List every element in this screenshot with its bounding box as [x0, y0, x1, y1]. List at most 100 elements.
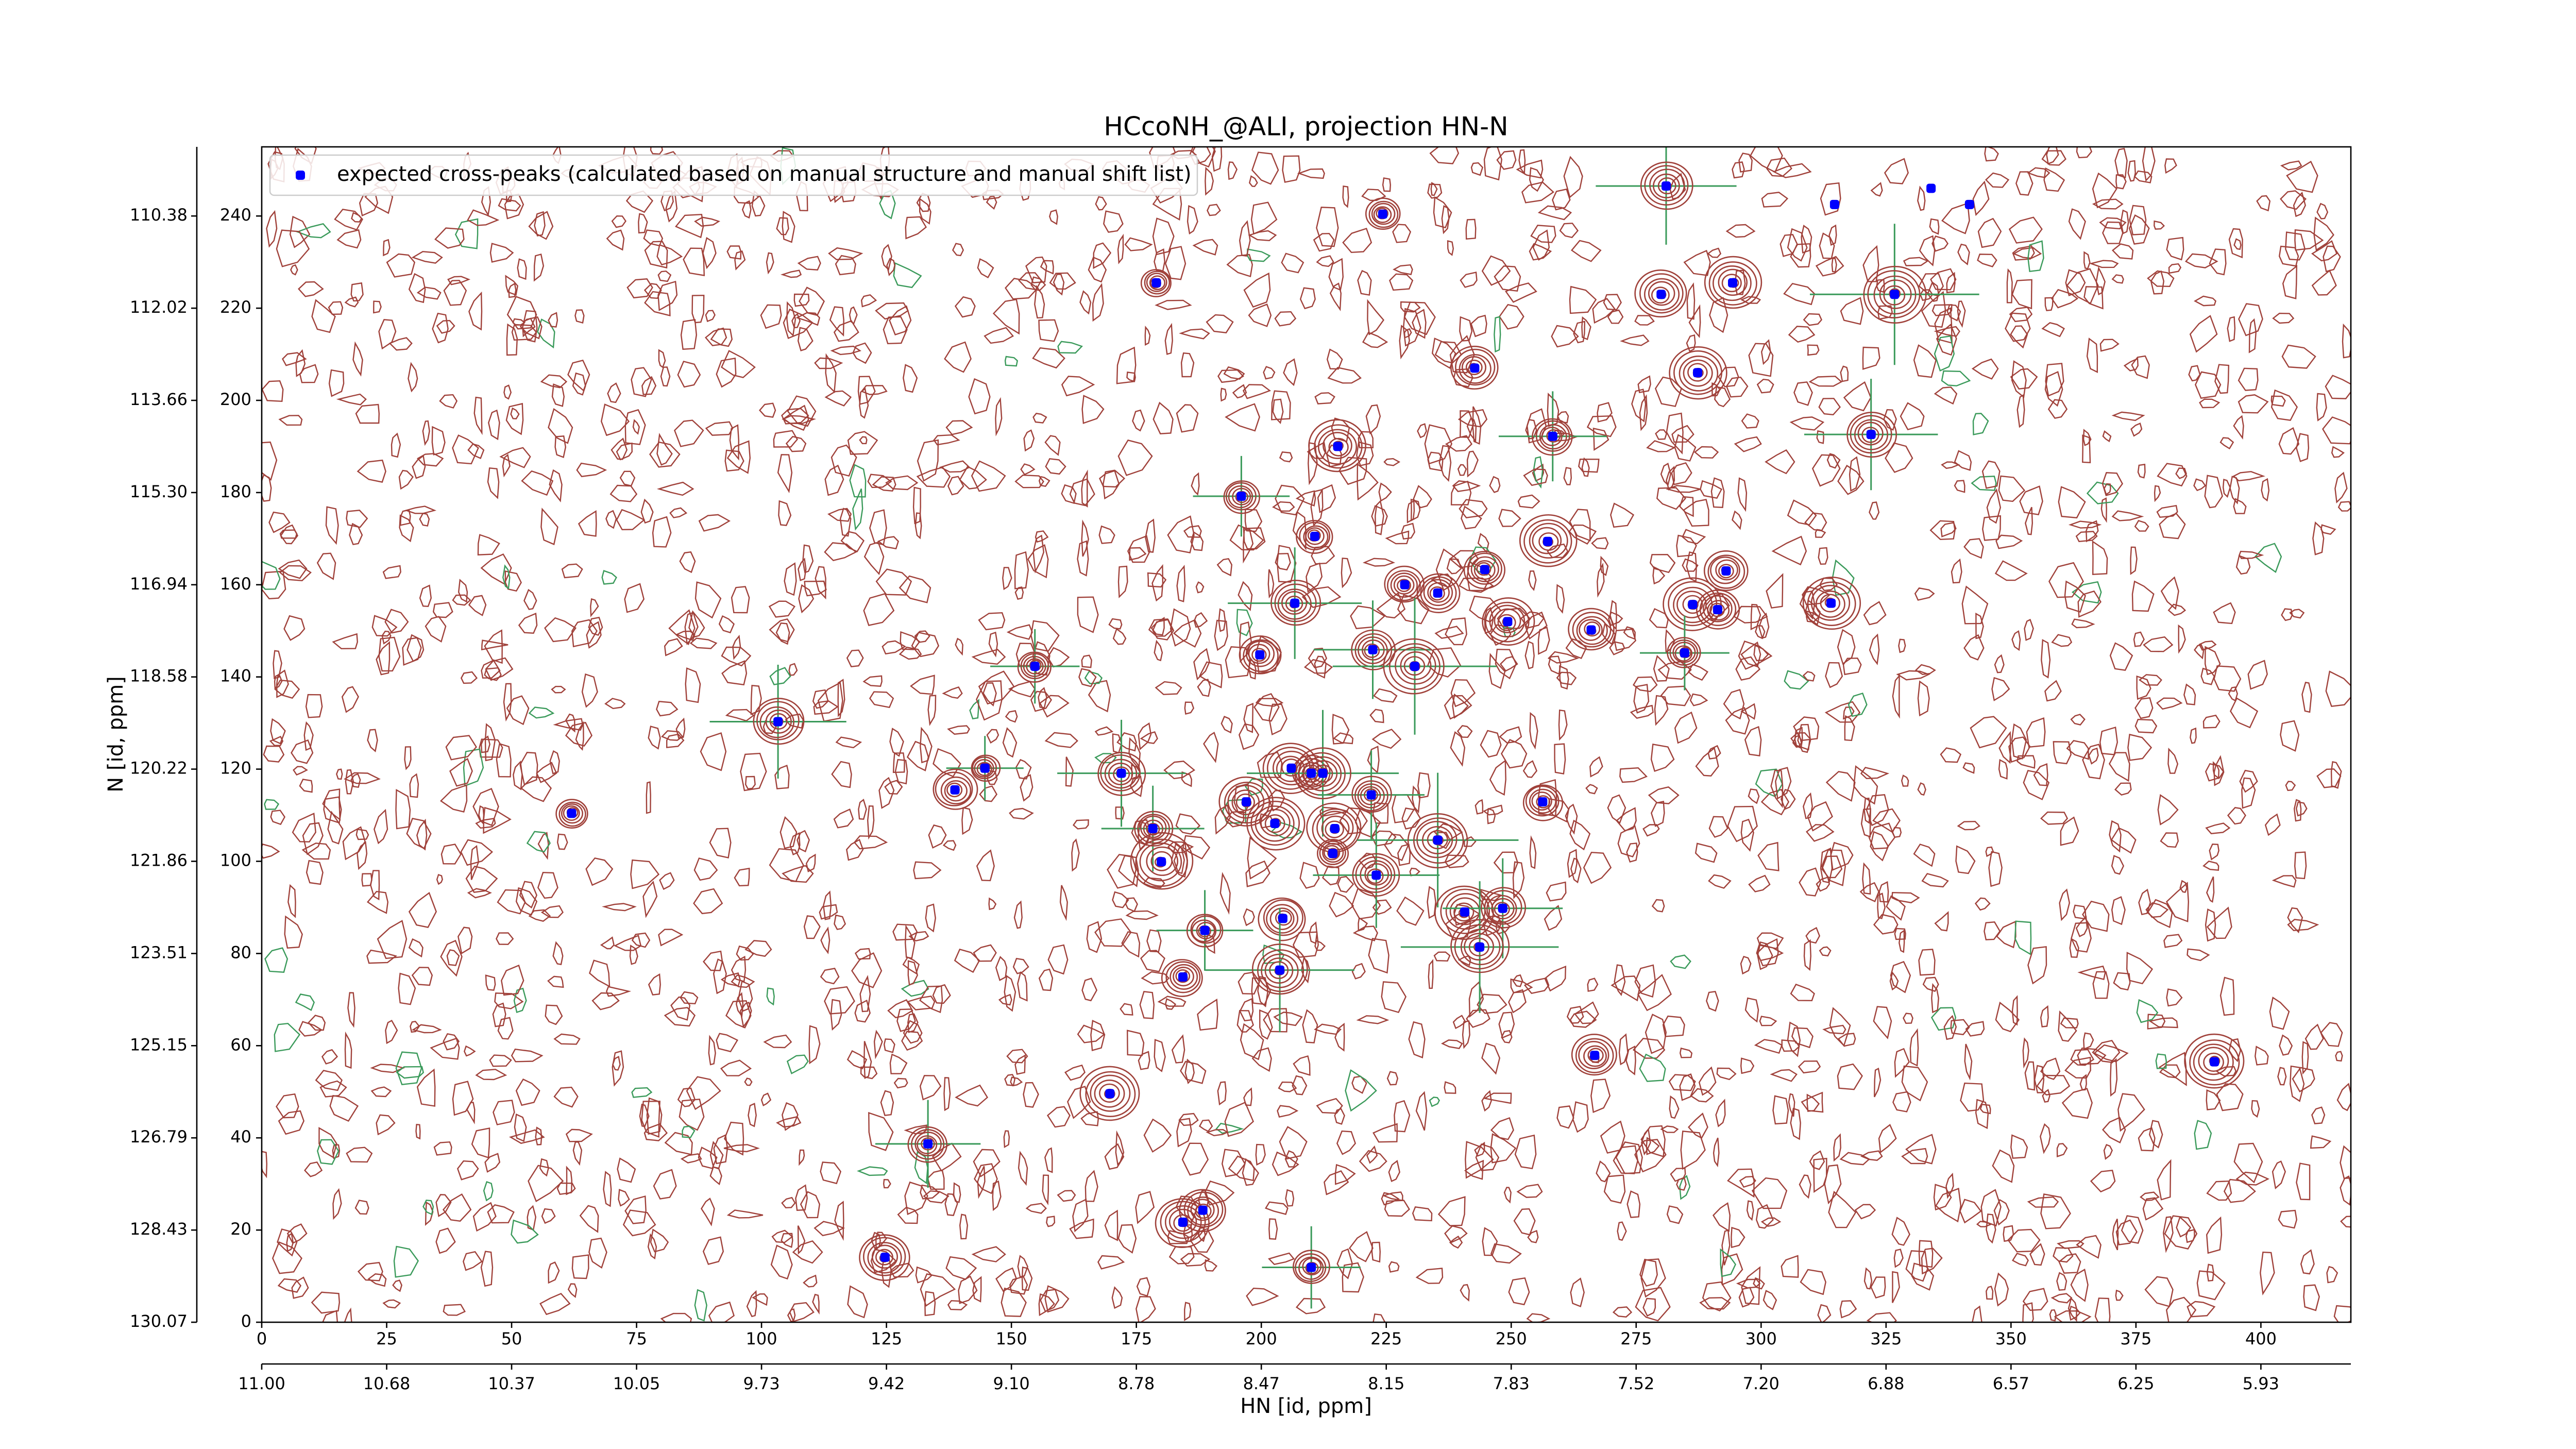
peak-contour [1674, 645, 1693, 662]
peak-contour [1400, 651, 1432, 680]
noise-contour [581, 673, 598, 708]
noise-contour [2083, 251, 2091, 269]
noise-contour [708, 1035, 716, 1066]
peak-contour [1328, 437, 1349, 457]
noise-contour [901, 1031, 923, 1051]
noise-contour [1247, 836, 1277, 880]
peak-contour [563, 805, 580, 821]
noise-contour [323, 796, 342, 824]
noise-contour [487, 1204, 515, 1224]
peak-contour [1269, 961, 1289, 979]
peak-contour [1460, 929, 1501, 966]
noise-contour [1271, 390, 1291, 420]
noise-contour [1470, 162, 1484, 176]
noise-contour [2238, 394, 2269, 414]
noise-contour [1449, 1235, 1463, 1249]
peak-contour [1251, 943, 1308, 995]
noise-contour [1766, 157, 1792, 177]
noise-contour [1084, 670, 1103, 684]
noise-contour [1038, 476, 1050, 487]
noise-contour [2285, 781, 2296, 791]
noise-contour [643, 283, 662, 299]
noise-contour [1039, 695, 1070, 718]
peak-contour [765, 709, 792, 734]
noise-contour [1483, 1092, 1512, 1104]
peak-contour [1420, 576, 1457, 610]
noise-contour [1943, 1015, 1957, 1040]
noise-contour [1970, 716, 2007, 749]
noise-contour [705, 310, 716, 323]
noise-contour [1326, 348, 1343, 370]
noise-contour [1178, 1113, 1199, 1126]
noise-contour [1613, 1145, 1639, 1174]
noise-contour [1190, 531, 1204, 551]
noise-contour [1686, 282, 1696, 320]
noise-contour [1456, 724, 1473, 738]
noise-contour [726, 440, 751, 474]
x2-tick-label: 7.52 [1618, 1374, 1654, 1393]
noise-contour [619, 470, 636, 487]
noise-contour [1870, 1276, 1886, 1299]
noise-contour [1772, 1095, 1789, 1125]
noise-contour [1639, 394, 1648, 431]
noise-contour [943, 1077, 951, 1111]
noise-contour [352, 341, 363, 377]
noise-contour [945, 420, 973, 435]
noise-contour [1809, 1150, 1825, 1170]
noise-contour [1151, 564, 1164, 602]
noise-contour [422, 420, 430, 446]
peak-contour [1883, 285, 1906, 306]
noise-contour [1671, 462, 1692, 485]
noise-contour [833, 808, 854, 829]
peak-contour [1251, 648, 1267, 662]
y-axis-label: N [id, ppm] [104, 676, 128, 793]
noise-contour [2202, 860, 2219, 871]
noise-contour [1464, 836, 1477, 847]
noise-contour [1780, 788, 1796, 810]
noise-contour [311, 1291, 341, 1314]
noise-contour [519, 881, 538, 909]
noise-contour [2126, 952, 2154, 985]
noise-contour [2326, 1266, 2338, 1284]
noise-contour [908, 931, 929, 942]
noise-contour [2103, 1143, 2113, 1160]
noise-contour [392, 1279, 402, 1292]
noise-contour [2154, 485, 2161, 502]
noise-contour [853, 835, 888, 850]
y-tick-label: 80 [230, 942, 251, 962]
noise-contour [1078, 668, 1097, 687]
peak-contour [1351, 776, 1392, 813]
cross-peak [1693, 368, 1703, 378]
peak-contour [1260, 808, 1291, 837]
y2-tick-label: 123.51 [130, 942, 188, 962]
noise-contour [1268, 703, 1287, 736]
peak-contour [1196, 922, 1215, 939]
noise-contour [1977, 254, 1997, 267]
noise-contour [1359, 1150, 1387, 1172]
noise-contour [2060, 816, 2079, 846]
noise-contour [1004, 974, 1016, 1012]
noise-contour [466, 1102, 476, 1125]
noise-contour [1163, 761, 1196, 780]
noise-contour [1901, 774, 1909, 787]
cross-peak [1680, 648, 1689, 658]
noise-contour [2194, 1120, 2212, 1150]
noise-contour [1352, 925, 1378, 941]
noise-contour [1362, 331, 1388, 348]
noise-contour [1569, 819, 1591, 851]
x-tick-label: 300 [1745, 1329, 1777, 1349]
noise-contour [1931, 235, 1949, 252]
noise-contour [1784, 670, 1809, 690]
noise-contour [367, 729, 378, 752]
noise-contour [2065, 269, 2086, 296]
noise-contour [1140, 950, 1165, 972]
noise-contour [347, 992, 355, 1028]
noise-contour [1474, 1141, 1485, 1157]
x-tick-label: 125 [871, 1329, 902, 1349]
peak-contour [1669, 346, 1727, 400]
noise-contour [734, 867, 750, 887]
noise-contour [958, 1275, 978, 1304]
noise-contour [1740, 641, 1761, 668]
noise-contour [1740, 955, 1752, 975]
noise-contour [1600, 555, 1609, 576]
